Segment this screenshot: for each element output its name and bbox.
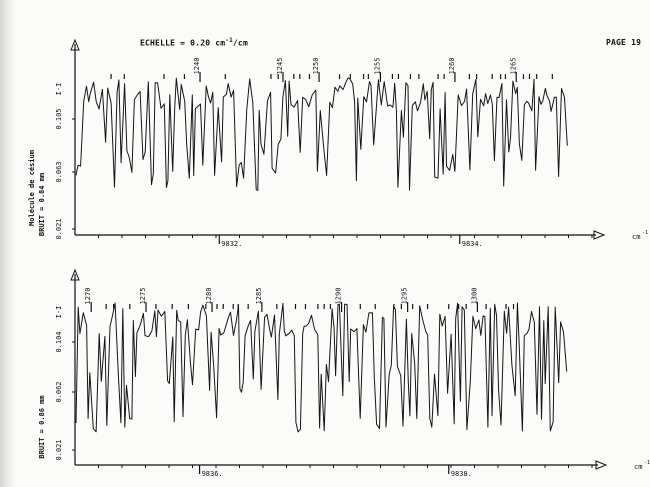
x-axis-arrow [593,230,606,240]
noise-label: BRUIT = 0.86 mm [38,395,46,458]
intensity-label: I-I [55,306,63,319]
y-tick-label: 0.105 [55,108,63,129]
line-number-label: 1240 [193,58,201,75]
x-tick-label: 9836. [202,470,223,478]
x-tick-label: 9832. [221,240,242,248]
line-number-label: 1285 [255,288,263,305]
molecule-label: Molécule de césium [28,150,36,226]
page-edge-shadow [0,0,16,487]
y-axis-arrow [70,38,80,51]
spectrum-trace [75,77,568,191]
scale-unit-suffix: /cm [232,38,248,48]
scale-label: ECHELLE = 0.20 cm-1/cm [140,37,248,48]
x-unit-label: cm [634,463,642,471]
line-number-label: 1280 [205,288,213,305]
x-tick-label: 9834. [462,240,483,248]
line-number-label: 1265 [509,58,517,75]
x-unit-exponent: -1 [644,460,650,466]
y-tick-label: 0.062 [55,381,63,402]
spectrum-panel-bottom: cm -1 9836. 9838. 0.021 0.062 0.104 I-I BRUIT = … [38,268,650,478]
line-number-label: 1250 [312,58,320,75]
line-number-label: 1300 [470,288,478,305]
line-number-label: 1255 [373,58,381,75]
spectrum-trace [75,302,568,433]
line-number-label: 1295 [401,288,409,305]
y-tick-label: 0.021 [55,439,63,460]
intensity-label: I-I [55,83,63,96]
x-axis-arrow [595,460,608,470]
line-number-label: 1290 [335,288,343,305]
noise-label: BRUIT = 0.84 mm [38,173,46,236]
x-unit-exponent: -1 [642,230,648,236]
line-number-label: 1260 [448,58,456,75]
page-number: PAGE 19 [606,38,642,47]
y-tick-label: 0.063 [55,161,63,182]
x-tick-label: 9838. [451,470,472,478]
spectrum-panel-top: cm -1 9832. 9834. 0.021 0.063 0.105 I-I BRUIT = … [28,38,648,248]
scale-label-text: ECHELLE = 0.20 cm [140,38,226,48]
x-unit-label: cm [632,233,640,241]
y-tick-label: 0.021 [55,218,63,239]
line-number-label: 1275 [139,288,147,305]
line-number-label: 1245 [276,58,284,75]
line-number-label: 1270 [84,288,92,305]
y-tick-label: 0.104 [55,331,63,352]
y-axis-arrow [70,268,80,281]
